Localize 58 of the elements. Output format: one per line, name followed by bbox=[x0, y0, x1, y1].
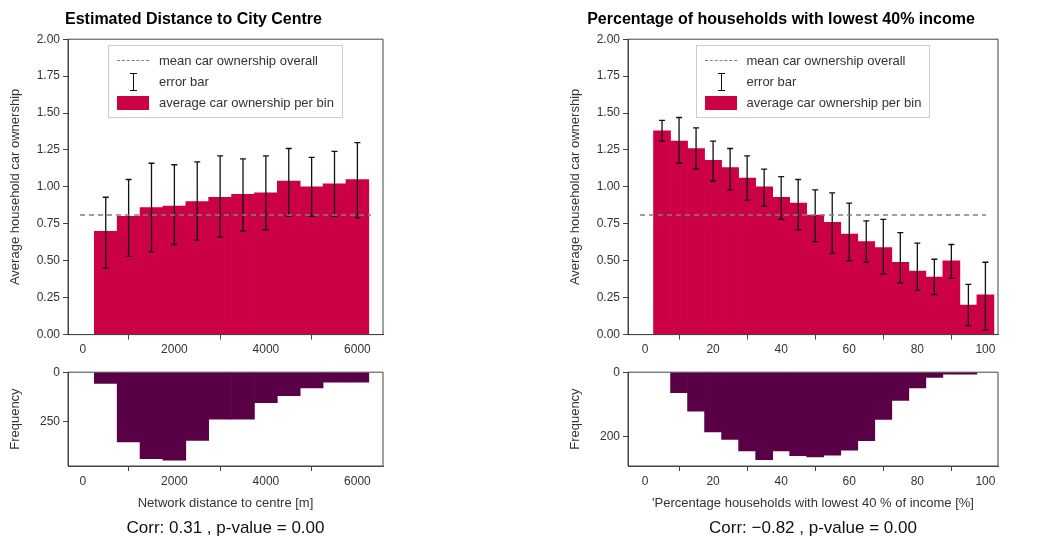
legend-label: average car ownership per bin bbox=[746, 95, 922, 111]
y-tick-label: 2.00 bbox=[36, 31, 61, 46]
y-tick-label: 1.50 bbox=[596, 105, 621, 120]
y-axis-title: Average household car ownership bbox=[7, 88, 23, 286]
annotation: error bar bbox=[159, 74, 209, 90]
y-tick-label: 250 bbox=[39, 413, 61, 428]
y-tick-label: 0.25 bbox=[36, 289, 61, 304]
y-axis-title: Frequency bbox=[567, 387, 583, 450]
y-tick-label: 0.50 bbox=[36, 253, 61, 268]
x-tick-label: 0 bbox=[641, 473, 649, 488]
y-tick-label: 0.75 bbox=[596, 216, 621, 231]
x-tick-label: 0 bbox=[641, 342, 649, 357]
chart-title: Percentage of households with lowest 40% income bbox=[587, 10, 975, 28]
y-tick-label: 200 bbox=[599, 428, 621, 443]
x-tick-label: 100 bbox=[975, 473, 996, 488]
x-tick-label: 40 bbox=[774, 342, 789, 357]
x-tick-label: 2000 bbox=[161, 342, 189, 357]
y-tick-label: 1.00 bbox=[596, 179, 621, 194]
y-tick-label: 1.25 bbox=[36, 142, 61, 157]
y-tick-label: 1.75 bbox=[596, 68, 621, 83]
y-axis-title: Average household car ownership bbox=[567, 88, 583, 286]
x-axis-title: 'Percentage households with lowest 40 % of income [%] bbox=[652, 494, 974, 510]
annotation: error bar bbox=[746, 74, 797, 90]
x-tick-label: 80 bbox=[910, 473, 925, 488]
y-tick-label: 0 bbox=[53, 364, 61, 379]
x-tick-label: 0 bbox=[79, 473, 87, 488]
x-tick-label: 40 bbox=[774, 473, 789, 488]
y-tick-label: 1.25 bbox=[596, 142, 621, 157]
x-tick-label: 60 bbox=[842, 342, 857, 357]
legend-label: mean car ownership overall bbox=[746, 53, 906, 69]
y-tick-label: 1.00 bbox=[36, 179, 61, 194]
y-tick-label: 2.00 bbox=[596, 31, 621, 46]
y-tick-label: 0.25 bbox=[596, 289, 621, 304]
chart-title: Estimated Distance to City Centre bbox=[65, 10, 323, 28]
y-tick-label: 1.75 bbox=[36, 68, 61, 83]
y-tick-label: 0.50 bbox=[596, 253, 621, 268]
y-tick-label: 0.00 bbox=[596, 326, 621, 341]
text: Corr: 0.31 , p-value = 0.00 bbox=[126, 518, 325, 538]
x-tick-label: 100 bbox=[975, 342, 996, 357]
x-tick-label: 6000 bbox=[344, 342, 372, 357]
x-tick-label: 2000 bbox=[161, 473, 189, 488]
legend-label: mean car ownership overall bbox=[159, 53, 318, 69]
x-tick-label: 4000 bbox=[252, 473, 280, 488]
x-axis-title: Network distance to centre [m] bbox=[137, 494, 314, 510]
x-tick-label: 60 bbox=[842, 473, 857, 488]
x-tick-label: 20 bbox=[706, 342, 721, 357]
y-tick-label: 0 bbox=[613, 364, 621, 379]
legend-label: average car ownership per bin bbox=[159, 95, 334, 111]
x-tick-label: 80 bbox=[910, 342, 925, 357]
text: Corr: −0.82 , p-value = 0.00 bbox=[709, 518, 917, 538]
y-tick-label: 0.00 bbox=[36, 326, 61, 341]
y-axis-title: Frequency bbox=[7, 387, 23, 450]
x-tick-label: 0 bbox=[79, 342, 87, 357]
y-tick-label: 0.75 bbox=[36, 216, 61, 231]
x-tick-label: 6000 bbox=[344, 473, 372, 488]
x-tick-label: 4000 bbox=[252, 342, 280, 357]
x-tick-label: 20 bbox=[706, 473, 721, 488]
y-tick-label: 1.50 bbox=[36, 105, 61, 120]
